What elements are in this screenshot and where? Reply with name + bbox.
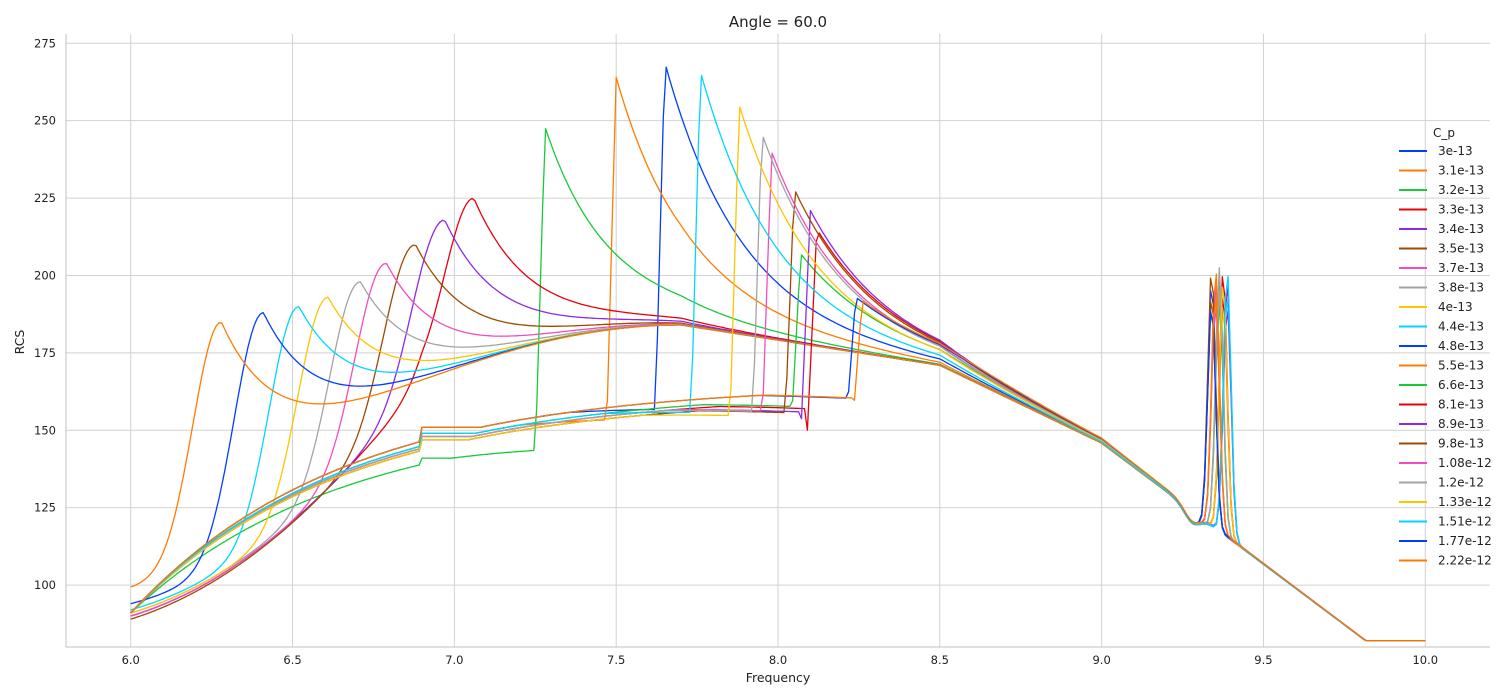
y-tick-label: 150	[34, 423, 56, 437]
legend-entry: 5.5e-13	[1438, 359, 1484, 373]
legend-entry: 8.9e-13	[1438, 417, 1484, 431]
legend-entry: 3.4e-13	[1438, 222, 1484, 236]
legend-entry: 3e-13	[1438, 144, 1473, 158]
y-axis-label: RCS	[12, 330, 27, 355]
grid	[66, 34, 1490, 647]
x-tick-label: 7.0	[445, 653, 463, 667]
series-line	[130, 294, 1426, 642]
legend-entry: 1.08e-12	[1438, 456, 1492, 470]
legend-entry: 4.4e-13	[1438, 320, 1484, 334]
x-tick-label: 10.0	[1412, 653, 1438, 667]
x-tick-label: 6.0	[122, 653, 140, 667]
legend-entry: 6.6e-13	[1438, 378, 1484, 392]
legend-entry: 1.2e-12	[1438, 476, 1484, 490]
y-tick-label: 225	[34, 191, 56, 205]
legend-entry: 8.1e-13	[1438, 398, 1484, 412]
series-lines	[130, 66, 1426, 642]
y-tick-label: 175	[34, 346, 56, 360]
legend-entry: 2.22e-12	[1438, 554, 1492, 568]
legend-entry: 9.8e-13	[1438, 437, 1484, 451]
x-axis-label: Frequency	[746, 670, 811, 685]
legend-entry: 4.8e-13	[1438, 339, 1484, 353]
y-tick-label: 125	[34, 501, 56, 515]
legend-items: 3e-13 3.1e-13 3.2e-13 3.3e-13 3.4e-13 3.5e-13…	[1399, 144, 1492, 568]
legend-entry: 3.7e-13	[1438, 261, 1484, 275]
legend-entry: 3.2e-13	[1438, 183, 1484, 197]
legend-title: C_p	[1433, 126, 1455, 140]
x-tick-label: 9.0	[1092, 653, 1110, 667]
legend-entry: 1.33e-12	[1438, 495, 1492, 509]
y-tick-labels: 100 125 150 175 200 225 250 275	[34, 36, 56, 592]
y-tick-label: 250	[34, 114, 56, 128]
legend-entry: 4e-13	[1438, 300, 1473, 314]
x-tick-label: 9.5	[1254, 653, 1272, 667]
axes	[65, 34, 1490, 648]
legend-entry: 3.8e-13	[1438, 281, 1484, 295]
series-line	[130, 74, 1426, 642]
series-line	[130, 106, 1426, 642]
legend-entry: 1.77e-12	[1438, 534, 1492, 548]
legend: C_p 3e-13 3.1e-13 3.2e-13 3.3e-13 3.4e-13 3.5…	[1399, 126, 1492, 568]
legend-entry: 3.3e-13	[1438, 203, 1484, 217]
legend-entry: 3.5e-13	[1438, 242, 1484, 256]
x-tick-label: 8.5	[931, 653, 949, 667]
y-tick-label: 200	[34, 268, 56, 282]
x-tick-labels: 6.0 6.5 7.0 7.5 8.0 8.5 9.0 9.5 10.0	[122, 653, 1438, 667]
x-tick-label: 6.5	[283, 653, 301, 667]
y-tick-label: 100	[34, 578, 56, 592]
legend-entry: 1.51e-12	[1438, 515, 1492, 529]
chart-title: Angle = 60.0	[729, 13, 827, 31]
legend-entry: 3.1e-13	[1438, 164, 1484, 178]
y-tick-label: 275	[34, 36, 56, 50]
series-line	[130, 136, 1426, 642]
x-tick-label: 7.5	[607, 653, 625, 667]
x-tick-label: 8.0	[769, 653, 787, 667]
